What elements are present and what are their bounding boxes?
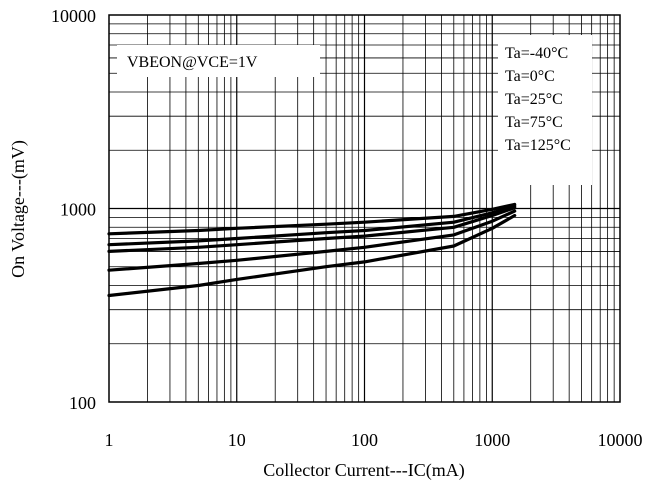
x-axis-title: Collector Current---IC(mA) <box>263 460 464 481</box>
y-tick-label: 1000 <box>60 200 96 220</box>
series-line <box>107 204 517 247</box>
x-tick-labels: 1 10 100 1000 10000 <box>105 430 643 450</box>
x-tick-label: 10000 <box>598 430 643 450</box>
series-layer <box>107 202 517 298</box>
y-axis-title: On Voltage---(mV) <box>8 140 29 278</box>
legend-background <box>498 35 592 185</box>
annotation-text: VBEON@VCE=1V <box>127 54 258 71</box>
annotation-background <box>117 45 320 77</box>
x-tick-label: 1000 <box>474 430 510 450</box>
y-tick-label: 100 <box>69 393 96 413</box>
plot-frame <box>108 14 621 403</box>
series-line <box>107 202 517 236</box>
y-tick-label: 10000 <box>51 6 96 26</box>
y-tick-labels: 100 1000 10000 <box>51 6 96 413</box>
series-line <box>107 206 517 253</box>
grid <box>109 15 620 402</box>
x-tick-label: 1 <box>105 430 114 450</box>
x-tick-label: 10 <box>228 430 246 450</box>
legend-entry: Ta=125°C <box>505 137 571 154</box>
x-tick-label: 100 <box>351 430 378 450</box>
legend-entry: Ta=75°C <box>505 114 563 131</box>
legend-entry: Ta=25°C <box>505 91 563 108</box>
annotation-box: VBEON@VCE=1V <box>117 45 320 77</box>
series-line <box>107 213 517 298</box>
legend-entry: Ta=-40°C <box>505 45 568 62</box>
series-line <box>107 209 517 272</box>
legend-entry: Ta=0°C <box>505 68 555 85</box>
legend: Ta=-40°C Ta=0°C Ta=25°C Ta=75°C Ta=125°C <box>498 35 592 185</box>
